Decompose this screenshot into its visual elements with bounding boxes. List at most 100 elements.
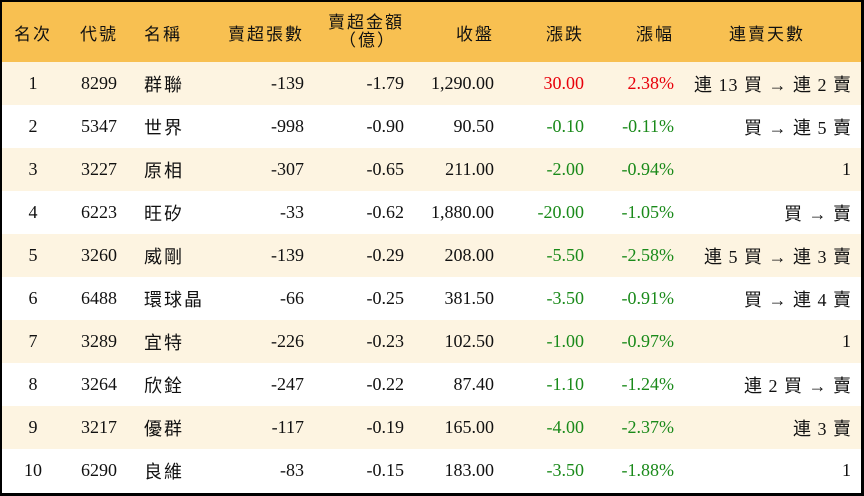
rank-cell: 6 [28, 288, 38, 308]
header-change-pct: 漲幅 [636, 24, 674, 44]
net-sell-qty-cell: -247 [271, 374, 304, 394]
change-cell: -1.00 [546, 331, 585, 351]
code-cell: 3264 [81, 374, 117, 394]
streak-cell: 買 → 賣 [784, 203, 852, 224]
net-sell-amount-cell: -0.15 [366, 460, 405, 480]
name-cell: 原相 [144, 160, 184, 181]
rank-cell: 5 [28, 245, 38, 265]
change-pct-cell: -2.58% [621, 245, 675, 265]
net-sell-qty-cell: -117 [271, 417, 304, 437]
code-cell: 8299 [81, 73, 117, 93]
rank-cell: 7 [28, 331, 38, 351]
net-sell-amount-cell: -0.65 [366, 159, 405, 179]
table-row: 8 3264 欣銓 -247 -0.22 87.40 -1.10 -1.24% 連 2 買 → … [2, 363, 861, 406]
name-cell: 世界 [144, 117, 184, 138]
table-row: 3 3227 原相 -307 -0.65 211.00 -2.00 -0.94% 1 [2, 148, 861, 191]
close-price-cell: 102.50 [444, 331, 495, 351]
close-price-cell: 90.50 [453, 116, 495, 136]
name-cell: 群聯 [144, 74, 184, 95]
change-cell: -5.50 [546, 245, 585, 265]
change-cell: -4.00 [546, 417, 585, 437]
close-price-cell: 381.50 [444, 288, 495, 308]
header-rank: 名次 [14, 24, 52, 44]
close-price-cell: 211.00 [445, 159, 494, 179]
streak-cell: 連 13 買 → 連 2 賣 [694, 74, 852, 95]
net-sell-amount-cell: -0.29 [366, 245, 405, 265]
table-row: 6 6488 環球晶 -66 -0.25 381.50 -3.50 -0.91% 買 → 連 4… [2, 277, 861, 320]
net-sell-qty-cell: -226 [271, 331, 304, 351]
name-cell: 欣銓 [144, 375, 184, 396]
name-cell: 宜特 [144, 332, 184, 353]
table-row: 5 3260 威剛 -139 -0.29 208.00 -5.50 -2.58% 連 5 買 →… [2, 234, 861, 277]
header-close: 收盤 [456, 24, 494, 44]
net-sell-qty-cell: -307 [271, 159, 304, 179]
header-net-sell-qty: 賣超張數 [228, 24, 304, 44]
net-sell-amount-cell: -0.19 [366, 417, 405, 437]
name-cell: 旺矽 [144, 203, 184, 224]
streak-cell: 1 [842, 460, 852, 480]
streak-cell: 1 [842, 159, 852, 179]
rank-cell: 10 [24, 460, 42, 480]
net-sell-amount-cell: -0.90 [366, 116, 405, 136]
net-sell-qty-cell: -33 [280, 202, 304, 222]
code-cell: 6488 [81, 288, 117, 308]
close-price-cell: 165.00 [444, 417, 495, 437]
change-cell: 30.00 [543, 73, 585, 93]
change-cell: -1.10 [546, 374, 585, 394]
code-cell: 6223 [81, 202, 117, 222]
rank-cell: 9 [28, 417, 38, 437]
close-price-cell: 1,880.00 [431, 202, 494, 222]
rank-cell: 1 [28, 73, 38, 93]
change-pct-cell: -0.91% [621, 288, 675, 308]
net-sell-qty-cell: -998 [271, 116, 304, 136]
close-price-cell: 87.40 [453, 374, 495, 394]
change-pct-cell: -1.24% [621, 374, 675, 394]
rank-cell: 4 [28, 202, 38, 222]
streak-cell: 連 5 買 → 連 3 賣 [704, 246, 852, 267]
change-cell: -20.00 [537, 202, 585, 222]
close-price-cell: 208.00 [444, 245, 495, 265]
header-change: 漲跌 [546, 24, 584, 44]
net-sell-amount-cell: -1.79 [366, 73, 405, 93]
header-net-sell-amount-line1: 賣超金額 [328, 13, 404, 32]
change-cell: -0.10 [546, 116, 585, 136]
streak-cell: 連 2 買 → 賣 [744, 375, 852, 396]
change-pct-cell: -0.97% [621, 331, 675, 351]
net-sell-qty-cell: -66 [280, 288, 304, 308]
net-sell-amount-cell: -0.62 [366, 202, 405, 222]
name-cell: 優群 [144, 418, 184, 439]
change-cell: -3.50 [546, 460, 585, 480]
net-sell-amount-cell: -0.23 [366, 331, 405, 351]
header-net-sell-amount: 賣超金額 （億） [312, 2, 404, 62]
change-pct-cell: -2.37% [621, 417, 675, 437]
table-row: 2 5347 世界 -998 -0.90 90.50 -0.10 -0.11% 買 → 連 5 … [2, 105, 861, 148]
name-cell: 威剛 [144, 246, 184, 267]
header-name: 名稱 [144, 24, 182, 44]
net-sell-qty-cell: -139 [271, 245, 304, 265]
rank-cell: 8 [28, 374, 38, 394]
table-row: 9 3217 優群 -117 -0.19 165.00 -4.00 -2.37% 連 3 賣 [2, 406, 861, 449]
header-streak: 連賣天數 [729, 24, 805, 44]
rank-cell: 3 [28, 159, 38, 179]
streak-cell: 買 → 連 4 賣 [744, 289, 852, 310]
code-cell: 6290 [81, 460, 117, 480]
streak-cell: 買 → 連 5 賣 [744, 117, 852, 138]
table-row: 1 8299 群聯 -139 -1.79 1,290.00 30.00 2.38% 連 13 買… [2, 62, 861, 105]
change-pct-cell: -0.94% [621, 159, 675, 179]
code-cell: 5347 [81, 116, 117, 136]
change-cell: -3.50 [546, 288, 585, 308]
net-sell-qty-cell: -139 [271, 73, 304, 93]
close-price-cell: 183.00 [444, 460, 495, 480]
change-pct-cell: -1.05% [621, 202, 675, 222]
streak-cell: 連 3 賣 [793, 418, 852, 439]
code-cell: 3227 [81, 159, 117, 179]
streak-cell: 1 [842, 331, 852, 351]
table-row: 10 6290 良維 -83 -0.15 183.00 -3.50 -1.88% 1 [2, 449, 861, 492]
code-cell: 3289 [81, 331, 117, 351]
change-pct-cell: 2.38% [627, 73, 675, 93]
change-cell: -2.00 [546, 159, 585, 179]
header-net-sell-amount-unit: （億） [339, 31, 396, 50]
net-sell-amount-cell: -0.22 [366, 374, 405, 394]
code-cell: 3260 [81, 245, 117, 265]
